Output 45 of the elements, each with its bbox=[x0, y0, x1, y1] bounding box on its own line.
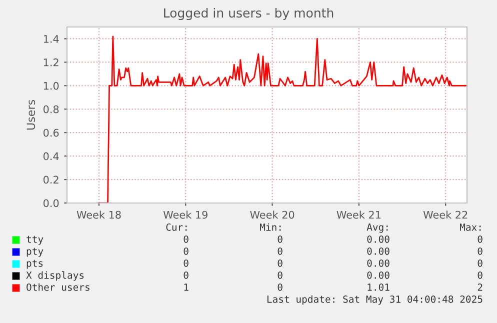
text: 0 bbox=[478, 235, 482, 243]
text: 0 bbox=[478, 271, 482, 279]
y-tick-label: 0.4 bbox=[43, 152, 59, 160]
text: 0 bbox=[478, 259, 482, 267]
text: 0.00 bbox=[367, 235, 390, 243]
text: Max: bbox=[460, 224, 481, 231]
text: 1 bbox=[184, 284, 188, 291]
text: 2 bbox=[478, 283, 482, 291]
x-tick-label: Week 18 bbox=[76, 210, 121, 219]
text: 0 bbox=[184, 235, 188, 243]
y-tick-label: 0.8 bbox=[43, 105, 59, 114]
legend-label: tty bbox=[26, 236, 44, 245]
text: 0 bbox=[184, 271, 188, 279]
x-tick-label: Week 21 bbox=[336, 210, 381, 219]
x-tick-label: Week 19 bbox=[163, 210, 208, 219]
y-tick-label: 0.6 bbox=[43, 128, 59, 137]
text: 0 bbox=[278, 235, 282, 243]
text: 0 bbox=[278, 271, 282, 279]
legend-label: pts bbox=[26, 260, 43, 269]
text: 0 bbox=[278, 259, 282, 267]
text: 0.00 bbox=[367, 259, 390, 267]
y-tick-label: 1.4 bbox=[44, 35, 59, 43]
text: 0.00 bbox=[367, 271, 390, 279]
text: 0 bbox=[184, 247, 188, 255]
legend-label: Other users bbox=[26, 283, 90, 291]
chart-title: Logged in users - by month bbox=[164, 8, 334, 20]
text: Avg: bbox=[366, 224, 388, 233]
y-tick-label: 0.0 bbox=[43, 199, 59, 208]
text: Cur: bbox=[166, 223, 187, 231]
text: 0 bbox=[278, 247, 282, 255]
text: Last update: Sat May 31 04:00:48 2025 bbox=[267, 295, 482, 305]
text: 0 bbox=[278, 283, 282, 291]
legend-label: pty bbox=[26, 248, 44, 257]
y-tick-label: 1.2 bbox=[44, 58, 58, 66]
legend-label: X displays bbox=[26, 271, 84, 281]
text: 0 bbox=[478, 247, 482, 255]
y-axis-title: Users bbox=[26, 100, 36, 130]
x-tick-label: Week 22 bbox=[423, 210, 468, 219]
text: 1.01 bbox=[368, 283, 390, 291]
y-tick-label: 1.0 bbox=[44, 82, 59, 90]
text: 0 bbox=[184, 259, 188, 267]
text: Min: bbox=[260, 223, 281, 231]
text: 0.00 bbox=[367, 247, 390, 255]
y-tick-label: 0.2 bbox=[43, 176, 58, 184]
x-tick-label: Week 20 bbox=[250, 210, 294, 219]
